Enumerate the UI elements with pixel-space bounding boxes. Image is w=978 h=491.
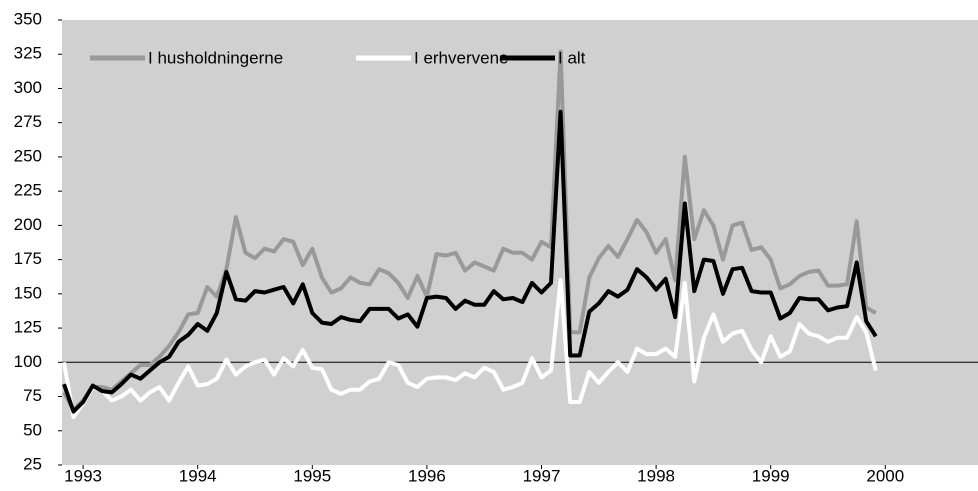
x-tick-label: 1994 xyxy=(179,466,217,485)
y-tick-label: 200 xyxy=(14,215,42,234)
y-tick-label: 350 xyxy=(14,9,42,28)
x-tick-label: 1993 xyxy=(64,466,102,485)
series-line xyxy=(62,49,877,413)
x-tick-label: 1995 xyxy=(293,466,331,485)
y-tick-label: 75 xyxy=(23,386,42,405)
y-tick-label: 275 xyxy=(14,112,42,131)
x-tick-label: 1999 xyxy=(752,466,790,485)
y-tick-label: 175 xyxy=(14,249,42,268)
plot-background xyxy=(62,20,978,465)
y-tick-label: 300 xyxy=(14,78,42,97)
y-tick-label: 325 xyxy=(14,44,42,63)
legend-label: I erhvervene xyxy=(414,48,509,67)
x-tick-label: 1998 xyxy=(637,466,675,485)
y-tick-label: 50 xyxy=(23,420,42,439)
x-tick-label: 1996 xyxy=(408,466,446,485)
series-line xyxy=(62,109,878,414)
y-tick-label: 25 xyxy=(23,454,42,473)
y-tick-label: 100 xyxy=(14,352,42,371)
x-tick-label: 1997 xyxy=(523,466,561,485)
legend-label: I alt xyxy=(558,48,586,67)
series-line xyxy=(62,278,878,420)
y-tick-label: 150 xyxy=(14,283,42,302)
x-tick-label: 2000 xyxy=(866,466,904,485)
y-tick-label: 125 xyxy=(14,318,42,337)
legend-label: I husholdningerne xyxy=(148,48,283,67)
y-tick-label: 225 xyxy=(14,181,42,200)
y-tick-label: 250 xyxy=(14,146,42,165)
